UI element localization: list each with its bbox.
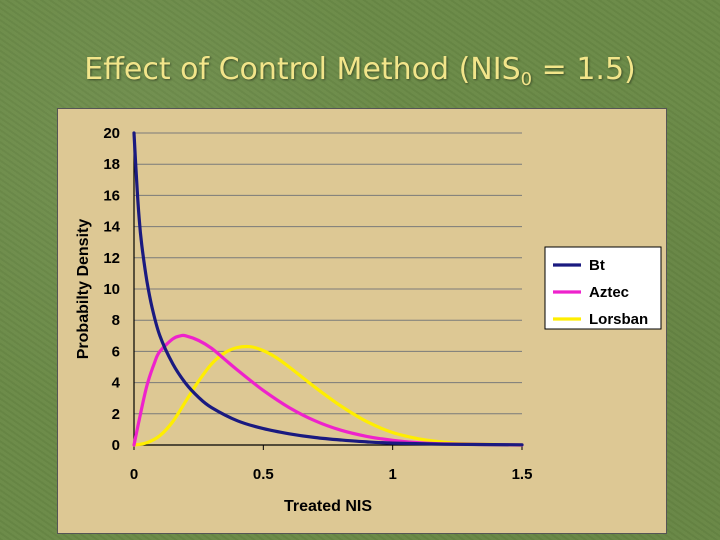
- axes-layer: [133, 133, 523, 450]
- y-tick-label: 14: [103, 219, 120, 236]
- legend-label-aztec: Aztec: [589, 284, 629, 301]
- y-tick-label: 12: [103, 250, 120, 267]
- slide-title-tail: = 1.5): [532, 52, 636, 87]
- y-tick-label: 4: [112, 375, 121, 392]
- y-tick-label: 8: [112, 312, 120, 329]
- tick-layer: 0 2 4 6 8 10 12 14 16 18 20 0 0.5 1 1.5: [103, 125, 532, 483]
- y-tick-label: 16: [103, 187, 120, 204]
- y-tick-label: 18: [103, 156, 120, 173]
- chart-frame: 0 2 4 6 8 10 12 14 16 18 20 0 0.5 1 1.5 Treated NIS Pr…: [57, 108, 667, 534]
- y-axis-label: Probabilty Density: [75, 219, 92, 360]
- y-tick-label: 10: [103, 281, 120, 298]
- series-line-aztec: [132, 333, 524, 447]
- slide-title: Effect of Control Method (NIS0 = 1.5): [0, 52, 720, 90]
- x-tick-label: 1.5: [512, 466, 533, 483]
- x-axis-label: Treated NIS: [284, 498, 372, 515]
- legend-label-lorsban: Lorsban: [589, 311, 648, 328]
- x-tick-label: 1: [388, 466, 396, 483]
- series-layer: [132, 131, 524, 447]
- x-tick-label: 0: [130, 466, 138, 483]
- slide-title-main: Effect of Control Method (NIS: [84, 52, 521, 87]
- legend: Bt Aztec Lorsban: [544, 246, 662, 330]
- series-line-lorsban: [132, 344, 524, 447]
- y-tick-label: 2: [112, 406, 120, 423]
- y-tick-label: 6: [112, 343, 120, 360]
- legend-label-bt: Bt: [589, 257, 605, 274]
- legend-box: [544, 246, 662, 330]
- series-line-bt: [132, 131, 524, 447]
- y-tick-label: 20: [103, 125, 120, 142]
- y-tick-label: 0: [112, 437, 120, 454]
- slide-title-subscript: 0: [520, 69, 533, 90]
- grid-layer: [134, 132, 522, 415]
- x-tick-label: 0.5: [253, 466, 274, 483]
- probability-density-chart: 0 2 4 6 8 10 12 14 16 18 20 0 0.5 1 1.5 Treated NIS Pr…: [75, 125, 662, 515]
